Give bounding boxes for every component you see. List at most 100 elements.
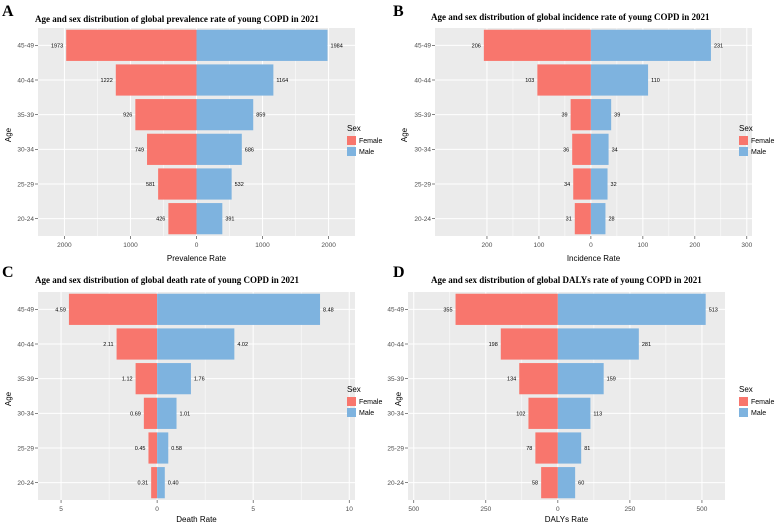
bar-male-20-24	[590, 203, 606, 235]
data-label-male: 159	[607, 377, 616, 383]
legend-swatch-female	[739, 397, 748, 406]
x-tick-label: 0	[589, 242, 593, 249]
data-label-male: 34	[612, 147, 618, 153]
data-label-male: 113	[593, 411, 602, 417]
chart-title: Age and sex distribution of global death…	[35, 275, 300, 285]
bar-female-30-34	[143, 397, 158, 429]
bar-male-35-39	[196, 99, 254, 131]
data-label-female: 2.11	[103, 342, 113, 348]
y-tick-label: 25-29	[414, 181, 431, 188]
panel-letter: A	[2, 3, 14, 20]
bar-male-25-29	[557, 432, 582, 464]
x-tick-label: 500	[697, 506, 708, 513]
legend-label-male: Male	[751, 410, 766, 417]
data-label-female: 426	[156, 217, 165, 223]
bar-male-40-44	[590, 64, 649, 96]
data-label-male: 1.01	[180, 411, 191, 417]
data-label-male: 532	[235, 182, 244, 188]
bar-female-20-24	[574, 203, 591, 235]
panel-letter: C	[2, 264, 14, 281]
bar-male-45-49	[590, 29, 711, 61]
bar-female-30-34	[528, 397, 558, 429]
bar-female-45-49	[455, 293, 558, 325]
data-label-female: 103	[525, 78, 534, 84]
x-tick-label: 5	[59, 506, 63, 513]
bar-female-45-49	[483, 29, 591, 61]
data-label-female: 581	[146, 182, 155, 188]
y-tick-label: 45-49	[17, 307, 34, 314]
data-label-male: 513	[709, 307, 718, 313]
data-label-female: 1.12	[122, 377, 133, 383]
bar-female-40-44	[116, 328, 158, 360]
panel-letter: D	[393, 264, 405, 281]
legend-swatch-female	[347, 397, 356, 406]
legend-title: Sex	[739, 385, 753, 394]
x-tick-label: 200	[482, 242, 493, 249]
x-axis-label: Prevalence Rate	[167, 254, 227, 263]
bar-female-35-39	[135, 99, 197, 131]
y-tick-label: 40-44	[17, 77, 34, 84]
bar-female-35-39	[135, 363, 158, 395]
data-label-female: 749	[135, 147, 144, 153]
data-label-female: 31	[566, 217, 572, 223]
x-tick-label: 0	[195, 242, 199, 249]
data-label-male: 1984	[331, 43, 343, 49]
data-label-male: 0.58	[171, 446, 182, 452]
bar-male-35-39	[557, 363, 604, 395]
bar-female-25-29	[148, 432, 158, 464]
chart-panel-c: C Age and sex distribution of global deat…	[2, 264, 382, 524]
x-tick-label: 2000	[57, 242, 72, 249]
x-tick-label: 250	[480, 506, 491, 513]
x-tick-label: 250	[624, 506, 635, 513]
legend-swatch-male	[739, 408, 748, 417]
data-label-female: 0.31	[137, 481, 148, 487]
bar-female-20-24	[168, 203, 197, 235]
y-axis-label: Age	[400, 127, 409, 142]
data-label-female: 58	[532, 481, 538, 487]
plot-background	[38, 292, 355, 500]
y-tick-label: 45-49	[387, 307, 404, 314]
x-tick-label: 2000	[321, 242, 336, 249]
bar-male-25-29	[157, 432, 169, 464]
y-tick-label: 30-34	[387, 411, 404, 418]
y-tick-label: 20-24	[17, 480, 34, 487]
data-label-female: 34	[564, 182, 570, 188]
x-axis-label: Death Rate	[176, 515, 217, 524]
data-label-male: 686	[245, 147, 254, 153]
chart-title: Age and sex distribution of global preva…	[35, 14, 319, 24]
bar-male-45-49	[196, 29, 328, 61]
y-tick-label: 25-29	[17, 181, 34, 188]
data-label-male: 32	[611, 182, 617, 188]
bar-female-45-49	[68, 293, 158, 325]
chart-title: Age and sex distribution of global DALYs…	[431, 275, 702, 285]
bar-female-25-29	[535, 432, 558, 464]
data-label-female: 1222	[101, 78, 113, 84]
bar-female-25-29	[158, 168, 197, 200]
data-label-male: 391	[225, 217, 234, 223]
x-axis-label: DALYs Rate	[545, 515, 589, 524]
x-tick-label: 10	[346, 506, 354, 513]
data-label-female: 102	[516, 411, 525, 417]
bar-male-30-34	[157, 397, 177, 429]
bar-female-20-24	[151, 467, 158, 499]
bar-female-30-34	[147, 133, 197, 165]
legend-label-female: Female	[751, 138, 774, 145]
x-tick-label: 0	[556, 506, 560, 513]
bar-female-40-44	[115, 64, 197, 96]
bar-male-35-39	[157, 363, 191, 395]
bar-male-45-49	[157, 293, 321, 325]
y-tick-label: 20-24	[414, 216, 431, 223]
data-label-male: 1164	[276, 78, 288, 84]
x-tick-label: 100	[534, 242, 545, 249]
y-tick-label: 35-39	[17, 112, 34, 119]
bar-female-25-29	[573, 168, 591, 200]
y-tick-label: 25-29	[17, 445, 34, 452]
bar-male-30-34	[557, 397, 591, 429]
y-tick-label: 30-34	[17, 147, 34, 154]
data-label-male: 859	[256, 113, 265, 119]
data-label-male: 81	[584, 446, 590, 452]
chart-panel-d: D Age and sex distribution of global DALY…	[387, 264, 774, 524]
y-tick-label: 40-44	[414, 77, 431, 84]
data-label-female: 39	[562, 113, 568, 119]
